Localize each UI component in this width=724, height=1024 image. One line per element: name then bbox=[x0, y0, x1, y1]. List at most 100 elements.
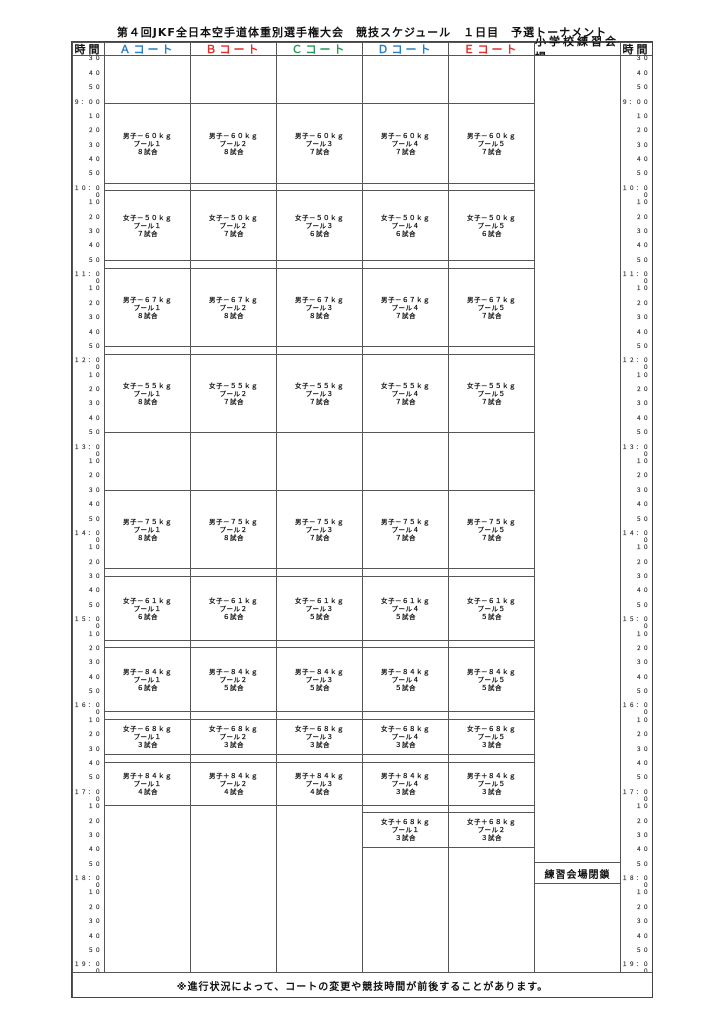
event-name: 男子－７５ｋｇ bbox=[123, 517, 172, 526]
time-label-right: ４０ bbox=[635, 588, 650, 595]
time-label-right: ４０ bbox=[635, 415, 650, 422]
event-name: 男子－６０ｋｇ bbox=[123, 131, 172, 140]
pool-label: プール２ bbox=[477, 826, 506, 834]
time-label-right: １６：００ bbox=[621, 703, 650, 717]
match-block: 女子－６１ｋｇ プール３ ５試合 bbox=[276, 576, 363, 641]
empty-slot bbox=[362, 805, 449, 813]
match-block: 男子＋８４ｋｇ プール１ ４試合 bbox=[104, 762, 191, 806]
pool-label: プール４ bbox=[391, 303, 420, 312]
time-label-right: ５０ bbox=[635, 602, 650, 609]
event-name: 女子－６８ｋｇ bbox=[123, 725, 172, 733]
match-block: 男子－６０ｋｇ プール４ ７試合 bbox=[362, 103, 449, 184]
practice-closed-label: 練習会場閉鎖 bbox=[544, 869, 611, 881]
match-count: ５試合 bbox=[309, 612, 330, 621]
event-name: 男子－７５ｋｇ bbox=[381, 517, 430, 526]
time-label-right: ３０ bbox=[635, 315, 650, 322]
match-count: ７試合 bbox=[309, 533, 330, 542]
time-label-right: ５０ bbox=[635, 775, 650, 782]
event-name: 男子＋８４ｋｇ bbox=[381, 772, 430, 780]
event-name: 男子－８４ｋｇ bbox=[381, 667, 430, 676]
time-label-left: ５０ bbox=[87, 85, 102, 92]
match-block: 男子－６７ｋｇ プール３ ８試合 bbox=[276, 268, 363, 347]
match-block: 男子＋８４ｋｇ プール４ ３試合 bbox=[362, 762, 449, 806]
event-name: 女子－６１ｋｇ bbox=[295, 596, 344, 605]
match-block: 男子－７５ｋｇ プール２ ８試合 bbox=[190, 490, 277, 569]
match-block: 男子＋８４ｋｇ プール２ ４試合 bbox=[190, 762, 277, 806]
time-label-left: ５０ bbox=[87, 861, 102, 868]
match-count: ７試合 bbox=[395, 397, 416, 406]
match-count: ３試合 bbox=[223, 741, 244, 749]
time-label-right: １０ bbox=[635, 631, 650, 638]
match-block: 男子＋８４ｋｇ プール５ ３試合 bbox=[448, 762, 535, 806]
time-label-right: ２０ bbox=[635, 214, 650, 221]
time-label-left: ５０ bbox=[87, 257, 102, 264]
empty-slot bbox=[276, 805, 363, 973]
match-block: 女子－６８ｋｇ プール４ ３試合 bbox=[362, 719, 449, 755]
match-block: 男子－６０ｋｇ プール５ ７試合 bbox=[448, 103, 535, 184]
pool-label: プール２ bbox=[219, 525, 248, 534]
match-block: 女子－６８ｋｇ プール２ ３試合 bbox=[190, 719, 277, 755]
match-block: 男子－７５ｋｇ プール３ ７試合 bbox=[276, 490, 363, 569]
time-label-right: １０ bbox=[635, 113, 650, 120]
time-label-left: ４０ bbox=[87, 588, 102, 595]
event-name: 男子＋８４ｋｇ bbox=[123, 772, 172, 780]
match-block: 男子－６０ｋｇ プール３ ７試合 bbox=[276, 103, 363, 184]
time-label-right: ３０ bbox=[635, 56, 650, 63]
time-label-left: １０ bbox=[87, 286, 102, 293]
time-label-right: ５０ bbox=[635, 861, 650, 868]
pool-label: プール３ bbox=[305, 604, 334, 613]
match-count: ４試合 bbox=[137, 788, 158, 796]
time-label-left: １０ bbox=[87, 890, 102, 897]
match-count: ５試合 bbox=[223, 683, 244, 692]
time-label-right: ３０ bbox=[635, 660, 650, 667]
time-label-left: １０ bbox=[87, 372, 102, 379]
time-label-left: ５０ bbox=[87, 602, 102, 609]
time-label-left: ２０ bbox=[87, 732, 102, 739]
time-label-right: ５０ bbox=[635, 947, 650, 954]
event-name: 女子－５０ｋｇ bbox=[123, 213, 172, 222]
match-block: 女子－５５ｋｇ プール３ ７試合 bbox=[276, 354, 363, 433]
time-label-right: ５０ bbox=[635, 343, 650, 350]
empty-slot bbox=[104, 55, 191, 104]
match-block: 女子－５５ｋｇ プール４ ７試合 bbox=[362, 354, 449, 433]
match-block: 男子－８４ｋｇ プール５ ５試合 bbox=[448, 647, 535, 712]
time-header-label: 時間 bbox=[74, 43, 103, 56]
match-block: 男子－６７ｋｇ プール１ ８試合 bbox=[104, 268, 191, 347]
match-block: 男子－８４ｋｇ プール３ ５試合 bbox=[276, 647, 363, 712]
event-name: 男子－８４ｋｇ bbox=[209, 667, 258, 676]
time-label-right: ２０ bbox=[635, 732, 650, 739]
match-block: 女子－５０ｋｇ プール３ ６試合 bbox=[276, 190, 363, 261]
match-block: 女子－６１ｋｇ プール１ ６試合 bbox=[104, 576, 191, 641]
time-label-right: １０：００ bbox=[621, 185, 650, 199]
time-label-right: １３：００ bbox=[621, 444, 650, 458]
time-label-right: １０ bbox=[635, 890, 650, 897]
match-block: 女子－６８ｋｇ プール１ ３試合 bbox=[104, 719, 191, 755]
match-block: 男子－６７ｋｇ プール２ ８試合 bbox=[190, 268, 277, 347]
time-label-right: ４０ bbox=[635, 760, 650, 767]
time-label-left: ４０ bbox=[87, 847, 102, 854]
time-label-right: ５０ bbox=[635, 516, 650, 523]
event-name: 男子－６０ｋｇ bbox=[381, 131, 430, 140]
match-count: ７試合 bbox=[137, 229, 158, 238]
time-label-right: ４０ bbox=[635, 933, 650, 940]
match-count: ７試合 bbox=[395, 533, 416, 542]
event-name: 男子－６７ｋｇ bbox=[123, 295, 172, 304]
pool-label: プール５ bbox=[477, 675, 506, 684]
time-label-left: ５０ bbox=[87, 947, 102, 954]
match-count: ７試合 bbox=[481, 147, 502, 156]
pool-label: プール１ bbox=[133, 604, 162, 613]
pool-label: プール１ bbox=[133, 303, 162, 312]
pool-label: プール３ bbox=[305, 221, 334, 230]
match-count: ８試合 bbox=[223, 311, 244, 320]
time-label-right: ４０ bbox=[635, 502, 650, 509]
event-name: 男子－６７ｋｇ bbox=[209, 295, 258, 304]
time-label-right: ２０ bbox=[635, 128, 650, 135]
match-count: ７試合 bbox=[223, 229, 244, 238]
time-label-left: ３０ bbox=[87, 487, 102, 494]
time-label-left: １０ bbox=[87, 113, 102, 120]
match-block: 女子－５０ｋｇ プール５ ６試合 bbox=[448, 190, 535, 261]
time-label-right: １０ bbox=[635, 286, 650, 293]
time-label-left: ３０ bbox=[87, 919, 102, 926]
time-label-left: ４０ bbox=[87, 243, 102, 250]
match-count: ３試合 bbox=[395, 741, 416, 749]
